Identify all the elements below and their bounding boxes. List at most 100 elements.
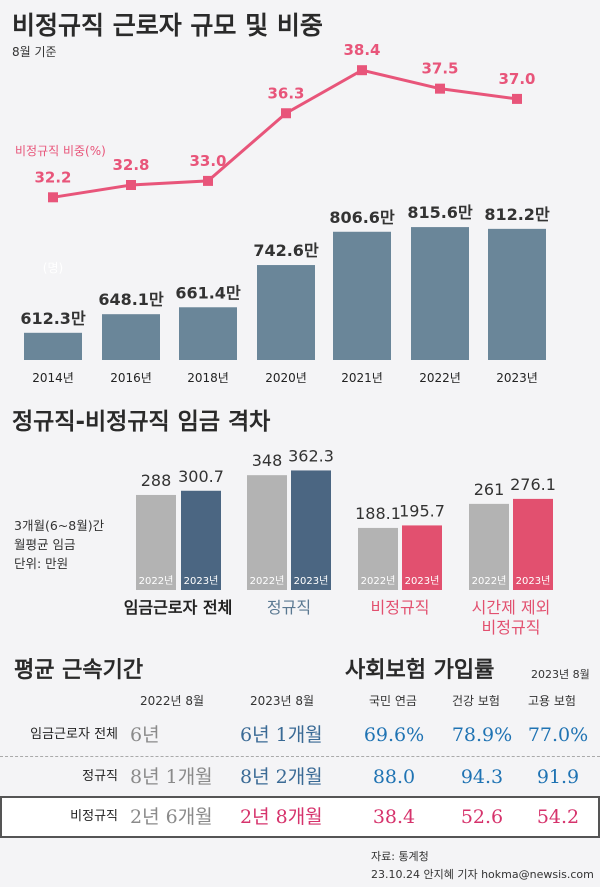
wage-category-label: 임금근로자 전체 [124, 598, 233, 617]
pension-rate: 88.0 [372, 766, 416, 788]
wage-bar-year: 2022년 [472, 575, 507, 587]
wage-bar [247, 475, 287, 590]
x-tick-label: 2023년 [496, 371, 538, 385]
x-tick-label: 2014년 [32, 371, 74, 385]
employment-rate: 54.2 [536, 806, 580, 828]
wage-category-label: 정규직 [267, 598, 311, 617]
share-point [435, 83, 445, 94]
share-point [126, 180, 136, 190]
count-bar-label: 661.4만 [175, 283, 241, 302]
employment-rate: 77.0% [527, 724, 589, 746]
share-point [512, 93, 522, 104]
wage-category-label: 비정규직 [482, 618, 541, 637]
x-tick-label: 2021년 [341, 371, 383, 385]
count-bar [102, 314, 160, 360]
wage-gap-title: 정규직-비정규직 임금 격차 [12, 409, 271, 435]
wage-bar-year: 2022년 [139, 575, 174, 587]
row-label: 정규직 [82, 769, 118, 784]
tenure-2022: 8년 1개월 [130, 766, 213, 788]
wage-bar-year: 2022년 [250, 575, 285, 587]
source-note: 자료: 통계청 [371, 850, 429, 863]
share-label: 37.0 [498, 70, 535, 88]
x-tick-label: 2020년 [265, 371, 307, 385]
charts-canvas: 612.3만 2014년 648.1만 2016년 661.4만 2018년 742.6만 2… [14, 41, 556, 637]
wage-bar-label: 300.7 [178, 467, 224, 486]
share-label: 33.0 [189, 152, 226, 170]
col-2022-header: 2022년 8월 [140, 694, 205, 708]
health-rate: 94.3 [460, 766, 504, 788]
wage-category-label: 비정규직 [371, 598, 430, 617]
wage-bar [402, 525, 442, 590]
wage-bar-year: 2023년 [516, 575, 551, 587]
count-bar-label: 806.6만 [329, 208, 395, 227]
insurance-title: 사회보험 가입률 [345, 658, 495, 683]
wage-note: 3개월(6~8월)간 [14, 518, 105, 533]
count-bar [257, 265, 315, 360]
byline: 23.10.24 안지혜 기자 hokma@newsis.com [371, 868, 594, 881]
tenure-2023: 6년 1개월 [240, 724, 323, 746]
x-tick-label: 2018년 [187, 371, 229, 385]
col-health-header: 건강 보험 [452, 694, 500, 708]
wage-bar-year: 2023년 [184, 575, 219, 587]
page-subtitle: 8월 기준 [12, 45, 57, 59]
wage-bar-label: 288 [141, 471, 172, 490]
share-series-name: 비정규직 비중(%) [15, 144, 106, 158]
count-bar [333, 231, 391, 360]
count-bar-label: 742.6만 [253, 241, 319, 260]
count-bar [488, 228, 546, 360]
tenure-title: 평균 근속기간 [14, 658, 144, 683]
row-label: 임금근로자 전체 [30, 727, 118, 742]
wage-bar [469, 503, 509, 590]
wage-bar-label: 188.1 [355, 504, 401, 523]
wage-bar-label: 348 [252, 451, 283, 470]
wage-bar-label: 276.1 [510, 475, 556, 494]
count-bar [24, 332, 82, 360]
wage-bar-year: 2023년 [405, 575, 440, 587]
tenure-insurance-table: 2022년 8월 2023년 8월 국민 연금 건강 보험 고용 보험 임금근로… [0, 688, 600, 858]
share-point [357, 65, 367, 76]
wage-bar [513, 498, 553, 590]
share-point [203, 175, 213, 186]
pension-rate: 38.4 [372, 806, 416, 828]
wage-bar-label: 261 [474, 480, 505, 499]
share-label: 36.3 [267, 84, 304, 102]
count-bar [411, 227, 469, 360]
wage-bar [136, 494, 176, 590]
unit-label: (명) [43, 261, 63, 275]
tenure-2022: 6년 [130, 724, 160, 746]
table-row: 임금근로자 전체 6년 6년 1개월 69.6% 78.9% 77.0% [0, 714, 600, 756]
count-bar-label: 648.1만 [98, 290, 164, 309]
col-employment-header: 고용 보험 [528, 694, 576, 708]
count-bar-label: 612.3만 [20, 309, 86, 328]
wage-bar [358, 527, 398, 590]
insurance-date: 2023년 8월 [531, 668, 590, 681]
pension-rate: 69.6% [363, 724, 425, 746]
wage-bar [291, 470, 331, 590]
share-label: 37.5 [421, 60, 458, 78]
wage-bar-year: 2023년 [294, 575, 329, 587]
count-bar-label: 815.6만 [407, 203, 473, 222]
tenure-2023: 8년 2개월 [240, 766, 323, 788]
x-tick-label: 2022년 [419, 371, 461, 385]
wage-note: 단위: 만원 [14, 556, 68, 571]
tenure-2022: 2년 6개월 [130, 806, 213, 828]
wage-bar [181, 490, 221, 590]
row-divider [0, 756, 600, 757]
share-label: 38.4 [343, 41, 380, 59]
share-label: 32.8 [112, 156, 149, 174]
tenure-2023: 2년 8개월 [240, 806, 323, 828]
table-row-highlight: 비정규직 2년 6개월 2년 8개월 38.4 52.6 54.2 [0, 796, 600, 838]
employment-rate: 91.9 [536, 766, 580, 788]
wage-bar-label: 362.3 [288, 446, 334, 465]
share-point [48, 192, 58, 203]
health-rate: 52.6 [460, 806, 504, 828]
count-bar [179, 307, 237, 360]
page-title: 비정규직 근로자 규모 및 비중 [12, 11, 323, 40]
share-label: 32.2 [34, 168, 71, 186]
wage-note: 월평균 임금 [14, 537, 75, 552]
table-row: 정규직 8년 1개월 8년 2개월 88.0 94.3 91.9 [0, 756, 600, 798]
share-point [281, 108, 291, 119]
col-pension-header: 국민 연금 [369, 694, 417, 708]
count-bar-label: 812.2만 [484, 205, 550, 224]
